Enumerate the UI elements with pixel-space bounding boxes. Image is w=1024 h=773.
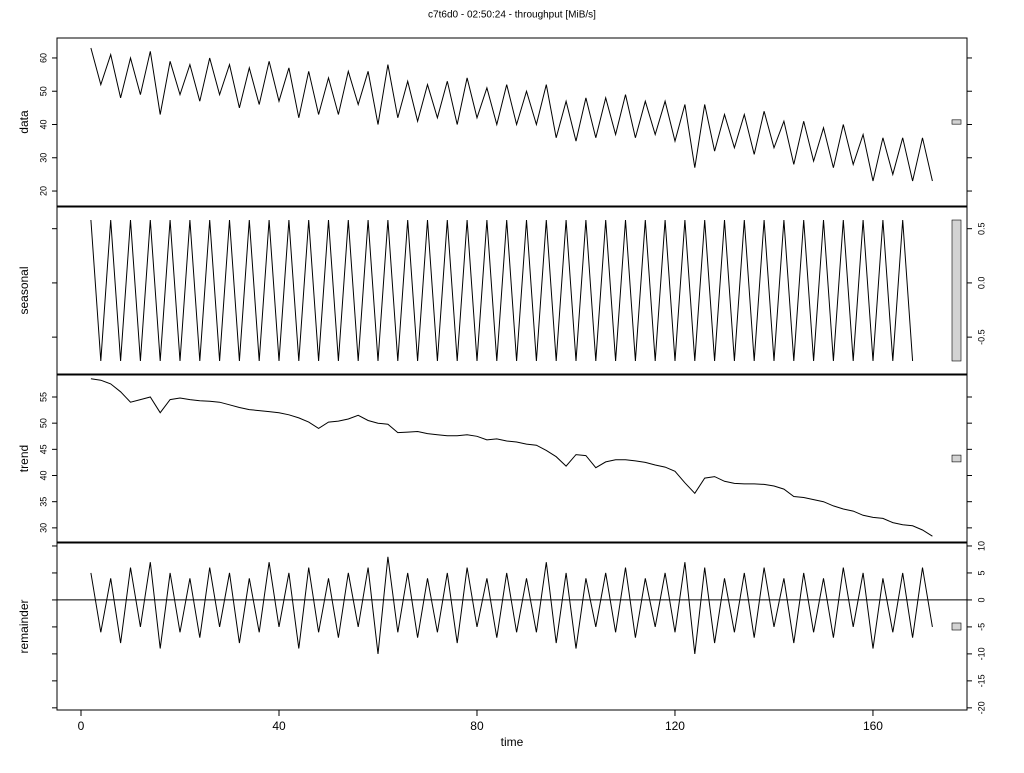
panel-frame — [56, 37, 968, 207]
panel-y-label: trend — [17, 445, 31, 472]
y-tick-label: -20 — [976, 701, 986, 714]
y-tick-label: 0 — [976, 597, 986, 602]
y-tick-label: 50 — [38, 86, 48, 96]
chart-title: c7t6d0 - 02:50:24 - throughput [MiB/s] — [428, 10, 596, 21]
y-tick-label: 40 — [38, 119, 48, 129]
y-tick-label: 55 — [38, 392, 48, 402]
series-line — [90, 556, 933, 654]
y-tick-label: 0.5 — [976, 222, 986, 235]
y-tick-label: -0.5 — [976, 329, 986, 345]
y-tick-label: 30 — [38, 153, 48, 163]
x-tick-label: 40 — [272, 719, 286, 733]
range-bar — [951, 622, 962, 631]
range-bar — [951, 119, 962, 125]
y-tick-label: 40 — [38, 471, 48, 481]
y-tick-label: 50 — [38, 418, 48, 428]
y-tick-label: 60 — [38, 53, 48, 63]
range-bar — [951, 454, 962, 463]
y-tick-label: -5 — [976, 623, 986, 631]
x-tick-label: 0 — [78, 719, 85, 733]
y-tick-label: 10 — [976, 541, 986, 551]
y-tick-label: 5 — [976, 570, 986, 575]
y-tick-label: -15 — [976, 674, 986, 687]
x-tick-label: 80 — [470, 719, 484, 733]
series-line — [90, 378, 933, 537]
x-axis-label: time — [501, 735, 524, 749]
panel-frame — [56, 542, 968, 711]
y-tick-label: 20 — [38, 186, 48, 196]
y-tick-label: 45 — [38, 444, 48, 454]
x-tick-label: 120 — [665, 719, 685, 733]
y-tick-label: 0.0 — [976, 277, 986, 290]
panel-frame — [56, 206, 968, 375]
panel-y-label: remainder — [17, 599, 31, 653]
panel-y-label: data — [17, 110, 31, 134]
range-bar — [951, 219, 962, 362]
y-tick-label: 35 — [38, 497, 48, 507]
x-tick-label: 160 — [863, 719, 883, 733]
panel-frame — [56, 374, 968, 543]
series-line — [90, 219, 914, 362]
panel-y-label: seasonal — [17, 266, 31, 314]
series-line — [90, 47, 933, 182]
y-tick-label: -10 — [976, 647, 986, 660]
y-tick-label: 30 — [38, 523, 48, 533]
